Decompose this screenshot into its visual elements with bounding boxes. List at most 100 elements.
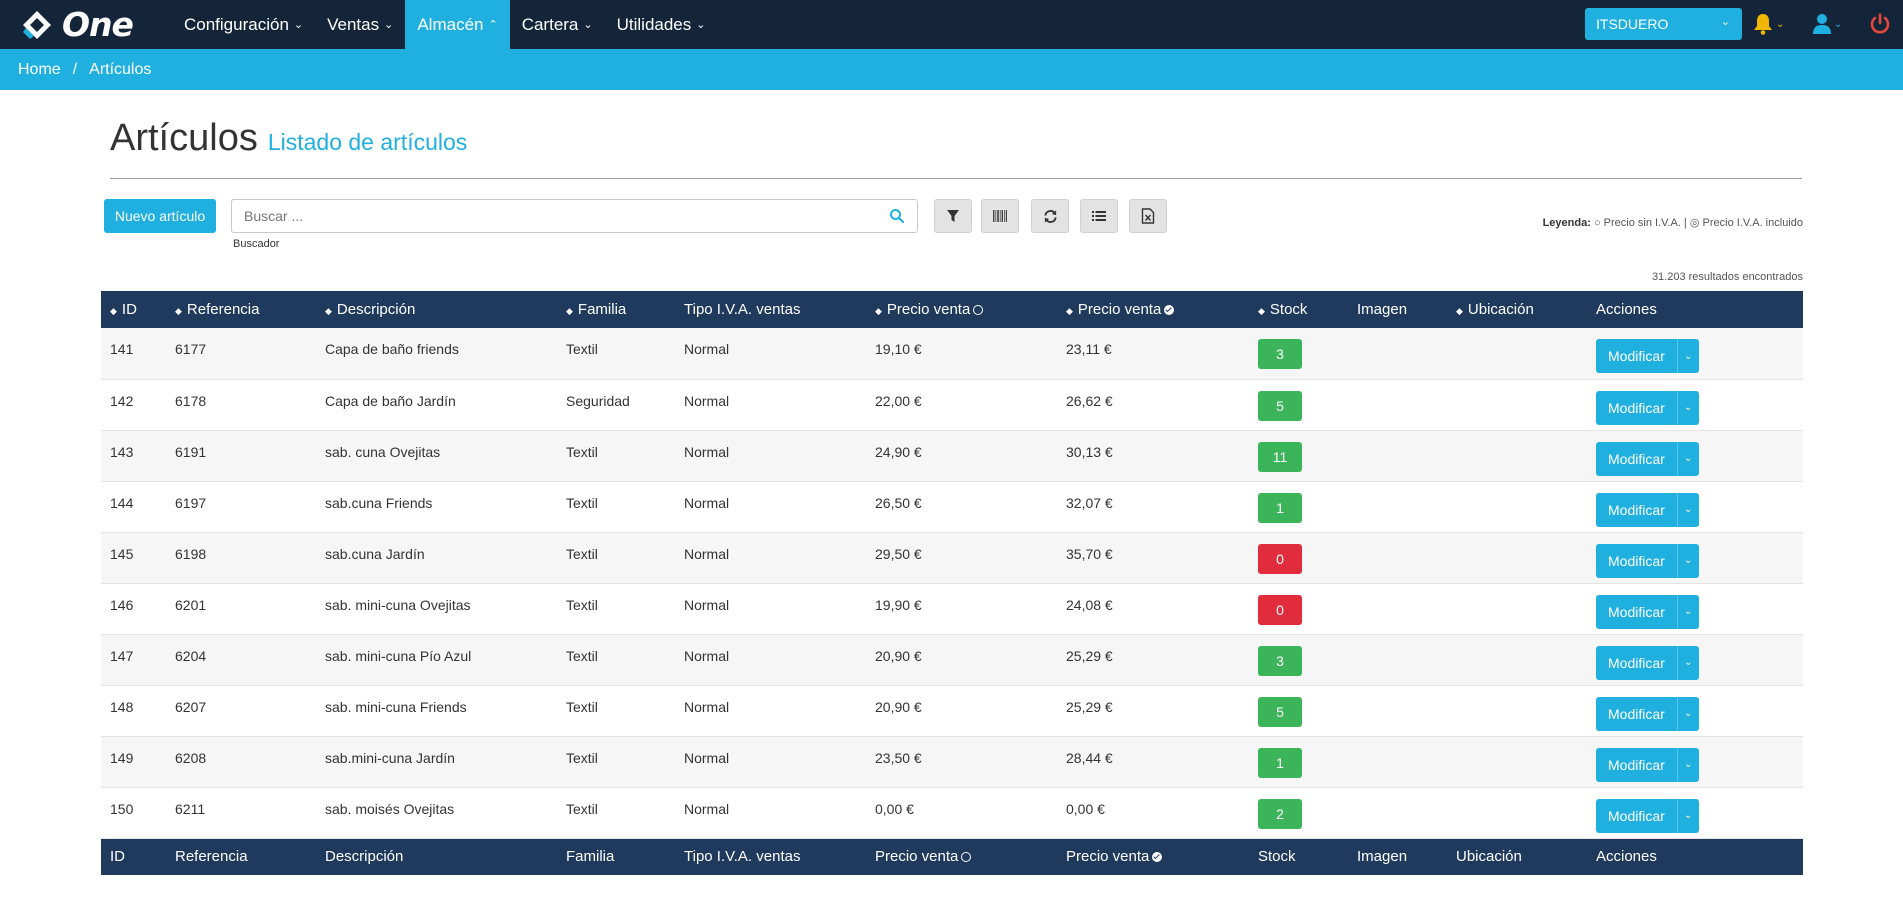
cell-price-iva: 30,13 € — [1066, 443, 1113, 460]
cell-family: Textil — [566, 443, 598, 460]
cell-id: 141 — [110, 341, 134, 357]
chevron-down-icon[interactable]: ⌄ — [1676, 645, 1699, 680]
cell-image — [1348, 583, 1447, 634]
chevron-down-icon: ⌄ — [1834, 18, 1843, 30]
cell-description: Capa de baño Jardín — [325, 392, 456, 409]
legend-text: ○ Precio sin I.V.A. | ◎ Precio I.V.A. in… — [1593, 217, 1803, 229]
circle-icon — [961, 852, 972, 863]
column-header-id[interactable]: ◆ ID — [110, 301, 137, 318]
cell-description: sab.cuna Jardín — [325, 545, 425, 562]
column-header-reference[interactable]: ◆ Referencia — [175, 301, 260, 318]
modify-button[interactable]: Modificar ⌄ — [1596, 594, 1699, 629]
modify-button[interactable]: Modificar ⌄ — [1596, 441, 1699, 476]
column-header-price-iva[interactable]: ◆ Precio venta — [1057, 291, 1249, 328]
company-selector[interactable]: ITSDUERO ⌄ — [1585, 8, 1742, 40]
cell-description: sab. mini-cuna Friends — [325, 698, 467, 715]
chevron-down-icon[interactable]: ⌄ — [1676, 747, 1699, 782]
footer-description: Descripción — [325, 848, 404, 866]
modify-button[interactable]: Modificar ⌄ — [1596, 492, 1699, 527]
cell-id: 144 — [110, 494, 134, 511]
column-header-iva-type: Tipo I.V.A. ventas — [684, 301, 801, 318]
cell-price: 19,10 € — [875, 341, 922, 357]
chevron-down-icon[interactable]: ⌄ — [1676, 390, 1699, 425]
barcode-button[interactable] — [981, 199, 1019, 233]
cell-stock: 3 — [1249, 328, 1348, 379]
cell-price: 20,90 € — [875, 698, 922, 715]
cell-id: 143 — [110, 443, 134, 460]
menu-ventas[interactable]: Ventas ⌄ — [315, 0, 405, 49]
excel-file-icon — [1141, 208, 1155, 224]
sort-icon: ◆ — [1456, 306, 1463, 316]
menu-label: Ventas — [327, 14, 380, 34]
stock-badge: 1 — [1258, 747, 1302, 778]
menu-label: Almacén — [417, 14, 484, 34]
menu-almacen[interactable]: Almacén ⌃ — [405, 0, 510, 49]
columns-button[interactable] — [1080, 199, 1118, 233]
search-input[interactable] — [232, 200, 872, 232]
chevron-down-icon[interactable]: ⌄ — [1676, 594, 1699, 629]
modify-label: Modificar — [1608, 756, 1665, 773]
footer-price-iva: Precio venta — [1057, 838, 1249, 875]
modify-button[interactable]: Modificar ⌄ — [1596, 339, 1699, 373]
chevron-down-icon[interactable]: ⌄ — [1676, 441, 1699, 476]
notifications-button[interactable]: ⌄ — [1753, 10, 1784, 38]
logout-button[interactable] — [1870, 10, 1890, 38]
cell-price-iva: 32,07 € — [1066, 494, 1113, 511]
column-header-actions: Acciones — [1596, 301, 1657, 318]
search-icon[interactable] — [889, 208, 905, 224]
circle-icon — [973, 305, 984, 315]
cell-description: sab.cuna Friends — [325, 494, 433, 511]
chevron-down-icon[interactable]: ⌄ — [1676, 696, 1699, 731]
chevron-down-icon[interactable]: ⌄ — [1676, 339, 1699, 373]
modify-button[interactable]: Modificar ⌄ — [1596, 798, 1699, 833]
filter-button[interactable] — [934, 199, 972, 233]
app-logo[interactable]: One — [22, 5, 134, 44]
menu-cartera[interactable]: Cartera ⌄ — [510, 0, 605, 49]
search-box — [231, 199, 918, 233]
cell-price-iva: 35,70 € — [1066, 545, 1113, 562]
chevron-down-icon[interactable]: ⌄ — [1676, 492, 1699, 527]
cell-image — [1348, 379, 1447, 430]
column-header-family[interactable]: ◆ Familia — [566, 301, 627, 318]
breadcrumb-home[interactable]: Home — [18, 60, 61, 78]
cell-id: 149 — [110, 749, 134, 766]
cell-stock: 0 — [1249, 583, 1348, 634]
cell-id: 147 — [110, 647, 134, 664]
column-header-description[interactable]: ◆ Descripción — [325, 301, 416, 318]
stock-badge: 3 — [1258, 645, 1302, 676]
new-article-button[interactable]: Nuevo artículo — [104, 199, 216, 233]
stock-badge: 11 — [1258, 441, 1302, 472]
cell-iva-type: Normal — [684, 800, 730, 817]
cell-location — [1447, 532, 1587, 583]
modify-label: Modificar — [1608, 654, 1665, 671]
power-icon — [1870, 13, 1890, 34]
cell-family: Seguridad — [566, 392, 630, 409]
refresh-button[interactable] — [1031, 199, 1069, 233]
cell-price-iva: 28,44 € — [1066, 749, 1113, 766]
cell-iva-type: Normal — [684, 647, 730, 664]
menu-configuracion[interactable]: Configuración ⌄ — [172, 0, 315, 49]
cell-reference: 6208 — [175, 749, 207, 766]
column-header-stock[interactable]: ◆ Stock — [1258, 301, 1308, 318]
cell-price: 26,50 € — [875, 494, 922, 511]
chevron-down-icon[interactable]: ⌄ — [1676, 798, 1699, 833]
modify-button[interactable]: Modificar ⌄ — [1596, 645, 1699, 680]
cell-price-iva: 25,29 € — [1066, 647, 1113, 664]
cell-actions: Modificar ⌄ — [1587, 430, 1803, 481]
modify-button[interactable]: Modificar ⌄ — [1596, 747, 1699, 782]
export-excel-button[interactable] — [1129, 199, 1167, 233]
user-menu-button[interactable]: ⌄ — [1813, 10, 1842, 38]
company-name: ITSDUERO — [1596, 16, 1669, 32]
column-header-price[interactable]: ◆ Precio venta — [866, 291, 1057, 328]
chevron-down-icon[interactable]: ⌄ — [1676, 543, 1699, 578]
modify-label: Modificar — [1608, 501, 1665, 518]
modify-button[interactable]: Modificar ⌄ — [1596, 696, 1699, 731]
menu-utilidades[interactable]: Utilidades ⌄ — [605, 0, 718, 49]
modify-button[interactable]: Modificar ⌄ — [1596, 390, 1699, 425]
cell-image — [1348, 685, 1447, 736]
column-header-location[interactable]: ◆ Ubicación — [1456, 301, 1534, 318]
page-subtitle: Listado de artículos — [267, 129, 468, 155]
breadcrumb: Home / Artículos — [0, 49, 1903, 90]
cell-image — [1348, 736, 1447, 787]
modify-button[interactable]: Modificar ⌄ — [1596, 543, 1699, 578]
